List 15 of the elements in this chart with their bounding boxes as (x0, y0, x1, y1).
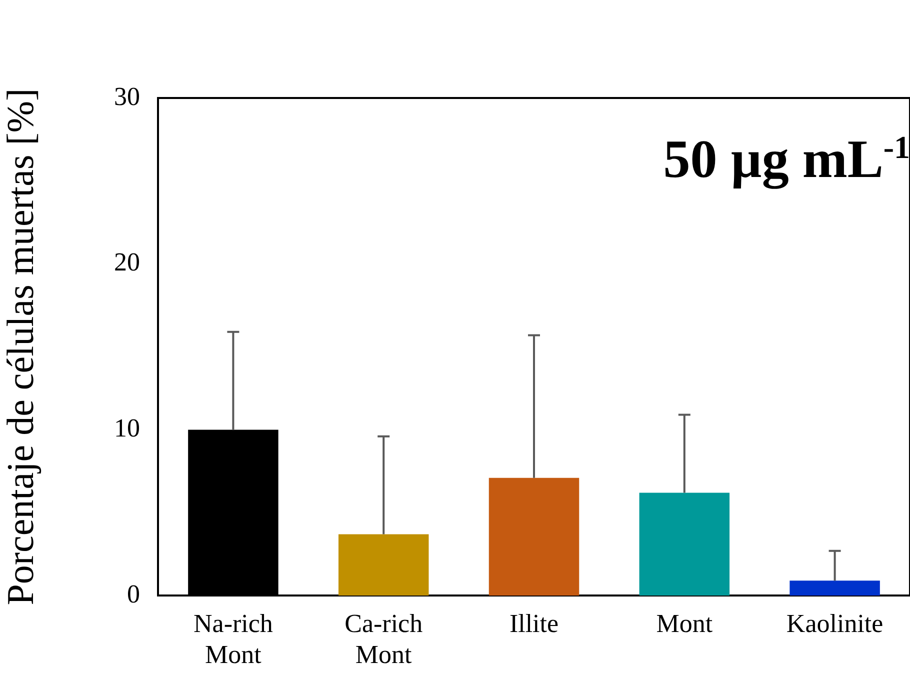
y-tick-label: 20 (114, 248, 140, 277)
y-axis-title: Porcentaje de células muertas [%] (0, 88, 42, 606)
x-tick-label: Kaolinite (786, 609, 884, 638)
x-tick-label: Illite (509, 609, 559, 638)
x-tick-label: Na-rich Mont (193, 609, 273, 670)
y-tick-label: 30 (114, 82, 140, 111)
bar (639, 492, 730, 596)
annotation: 50 µg mL$^{-1}$ (663, 128, 910, 190)
x-tick-label: Mont (656, 609, 714, 638)
y-tick-label: 0 (127, 579, 140, 608)
bar (790, 580, 880, 596)
bar (488, 478, 580, 596)
bar (338, 534, 429, 596)
x-tick-label: Ca-rich Mont (344, 609, 423, 670)
y-tick-label: 10 (114, 414, 140, 443)
